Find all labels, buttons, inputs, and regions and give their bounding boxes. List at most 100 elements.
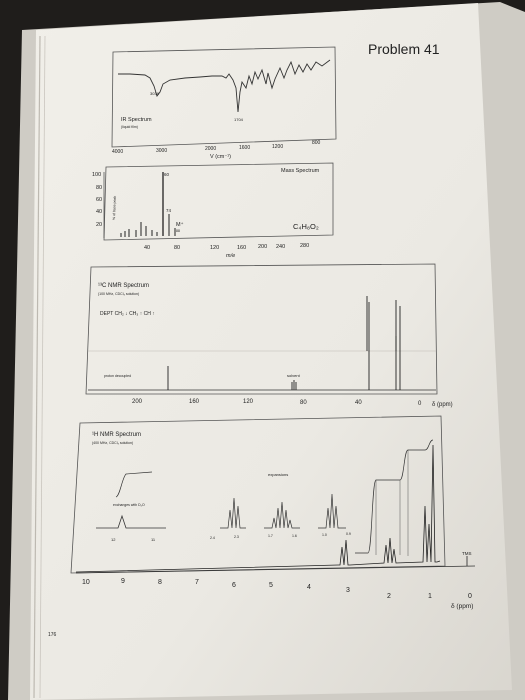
mass-y-tick: 100 — [92, 172, 101, 178]
mass-y-tick: 20 — [96, 222, 102, 228]
h1-expansion-tick: 2.3 — [234, 535, 239, 539]
page-number: 176 — [48, 632, 57, 638]
c13-x-tick: 40 — [355, 400, 362, 406]
c13-x-tick: 80 — [300, 400, 307, 406]
ir-frame — [111, 46, 337, 148]
c13-dept-label: DEPT CH₂ ↓ CH₃ ↑ CH ↑ — [100, 311, 155, 317]
ir-x-tick: 2000 — [205, 146, 216, 152]
mass-x-tick: 200 — [258, 244, 267, 250]
ir-x-axis-label: V (cm⁻¹) — [210, 154, 231, 160]
h1-expansion-multiplet-1.7 — [264, 501, 300, 529]
h1-x-tick: 0 — [468, 593, 472, 600]
mass-x-tick: 280 — [300, 243, 309, 249]
h1-x-axis — [75, 565, 476, 574]
h1-expansion-traces — [220, 493, 346, 529]
mass-y-ticks: 100 80 60 40 20 — [92, 172, 102, 228]
mass-y-axis-label: % of base peak — [112, 196, 117, 221]
ir-title: IR Spectrum — [121, 117, 152, 123]
h1-inset-tick-11: 11 — [151, 537, 156, 542]
mass-x-axis-label: m/e — [226, 253, 235, 259]
mass-peak-label-60: 60 — [164, 172, 170, 177]
h1-x-tick: 7 — [195, 579, 199, 586]
h1-x-tick: 3 — [346, 587, 350, 594]
h1-x-tick: 6 — [232, 582, 236, 589]
mass-x-tick: 40 — [144, 245, 150, 251]
h1-title: ¹H NMR Spectrum — [92, 432, 141, 438]
c13-peaks — [167, 302, 401, 390]
h1-x-tick: 10 — [82, 579, 90, 586]
page-gutter-line-2 — [39, 35, 46, 699]
c13-x-tick: 200 — [132, 399, 143, 405]
h1-x-tick: 5 — [269, 582, 273, 589]
ir-x-tick: 1600 — [239, 145, 250, 151]
h1-expansion-tick: 1.0 — [322, 533, 327, 537]
ir-peak-label-3038: 3038 — [150, 91, 160, 96]
h1-x-tick: 9 — [121, 578, 125, 585]
mass-formula: C₄H₈O₂ — [293, 222, 319, 231]
c13-subtitle: (100 MHz, CDCl₃ solution) — [98, 292, 139, 296]
h1-exchange-label: exchanges with D₂O — [113, 503, 145, 507]
ir-x-tick: 4000 — [112, 149, 123, 155]
mass-molecular-ion-label: M⁺ — [176, 221, 184, 228]
mass-peaks — [120, 172, 176, 237]
h1-subtitle: (400 MHz, CDCl₃ solution) — [92, 441, 133, 445]
c13-frame — [85, 263, 438, 395]
problem-title: Problem 41 — [368, 41, 440, 57]
h1-integral-guide — [375, 450, 409, 556]
h1-nmr-panel: ¹H NMR Spectrum (400 MHz, CDCl₃ solution… — [70, 415, 476, 610]
mass-x-tick: 120 — [210, 245, 219, 251]
mass-x-tick: 240 — [276, 244, 285, 250]
mass-x-tick: 80 — [174, 245, 180, 251]
h1-expansion-ticks: 2.4 2.3 1.7 1.6 1.0 0.9 — [210, 532, 351, 540]
mass-molecular-ion-mass: 88 — [176, 229, 180, 233]
h1-expansion-multiplet-2.4 — [220, 497, 246, 529]
mass-title: Mass Spectrum — [281, 168, 320, 174]
h1-inset-tick-12: 12 — [111, 537, 116, 542]
mass-peak-label-74: 74 — [166, 208, 172, 213]
h1-expansions-label: expansions — [268, 472, 288, 477]
ir-x-tick: 1200 — [272, 144, 283, 150]
c13-nmr-panel: ¹³C NMR Spectrum (100 MHz, CDCl₃ solutio… — [85, 263, 453, 408]
h1-expansion-tick: 0.9 — [346, 532, 351, 536]
c13-x-unit: δ (ppm) — [432, 402, 453, 408]
c13-x-tick: 0 — [418, 401, 422, 407]
mass-y-tick: 40 — [96, 209, 102, 215]
c13-x-tick: 120 — [243, 399, 254, 405]
page-sheet — [30, 3, 512, 700]
mass-frame — [103, 162, 334, 241]
h1-x-tick: 1 — [428, 593, 432, 600]
mass-spectrum-panel: Mass Spectrum C₄H₈O₂ 100 80 60 40 20 % o… — [92, 162, 334, 259]
h1-integral-curve — [355, 439, 434, 554]
ir-trace — [118, 59, 331, 113]
h1-exchange-integral — [115, 471, 153, 498]
ir-spectrum-panel: 3038 1704 IR Spectrum (liquid film) 4000… — [111, 46, 337, 160]
h1-frame — [70, 415, 446, 574]
ir-x-ticks: 4000 3000 2000 1600 1200 800 — [112, 140, 321, 155]
h1-main-trace — [75, 444, 441, 573]
mass-x-ticks: 40 80 120 160 200 240 280 — [144, 243, 309, 251]
h1-expansion-tick: 1.6 — [292, 534, 297, 538]
ir-peak-label-1704: 1704 — [234, 117, 244, 122]
ir-subtitle: (liquid film) — [121, 125, 138, 129]
h1-x-tick: 8 — [158, 579, 162, 586]
h1-expansion-triplet-1.0 — [318, 493, 346, 529]
page-gutter-line — [33, 35, 41, 699]
c13-x-ticks: 200 160 120 80 40 0 — [132, 399, 422, 407]
h1-x-unit: δ (ppm) — [451, 603, 473, 610]
h1-x-tick: 4 — [307, 584, 311, 591]
c13-x-tick: 160 — [189, 399, 200, 405]
c13-solvent-label: solvent — [287, 373, 301, 378]
h1-exchange-peak — [96, 514, 166, 529]
mass-x-tick: 160 — [237, 245, 246, 251]
mass-y-tick: 60 — [96, 197, 102, 203]
c13-title: ¹³C NMR Spectrum — [98, 283, 149, 289]
h1-tms-label: TMS — [462, 551, 472, 556]
h1-x-tick: 2 — [387, 593, 391, 600]
h1-expansion-tick: 1.7 — [268, 534, 273, 538]
c13-proton-decoupled-label: proton decoupled — [104, 374, 131, 378]
h1-x-ticks: 10 9 8 7 6 5 4 3 2 1 0 — [82, 578, 472, 600]
mass-y-tick: 80 — [96, 185, 102, 191]
ir-x-tick: 800 — [312, 140, 321, 146]
h1-expansion-tick: 2.4 — [210, 536, 215, 540]
